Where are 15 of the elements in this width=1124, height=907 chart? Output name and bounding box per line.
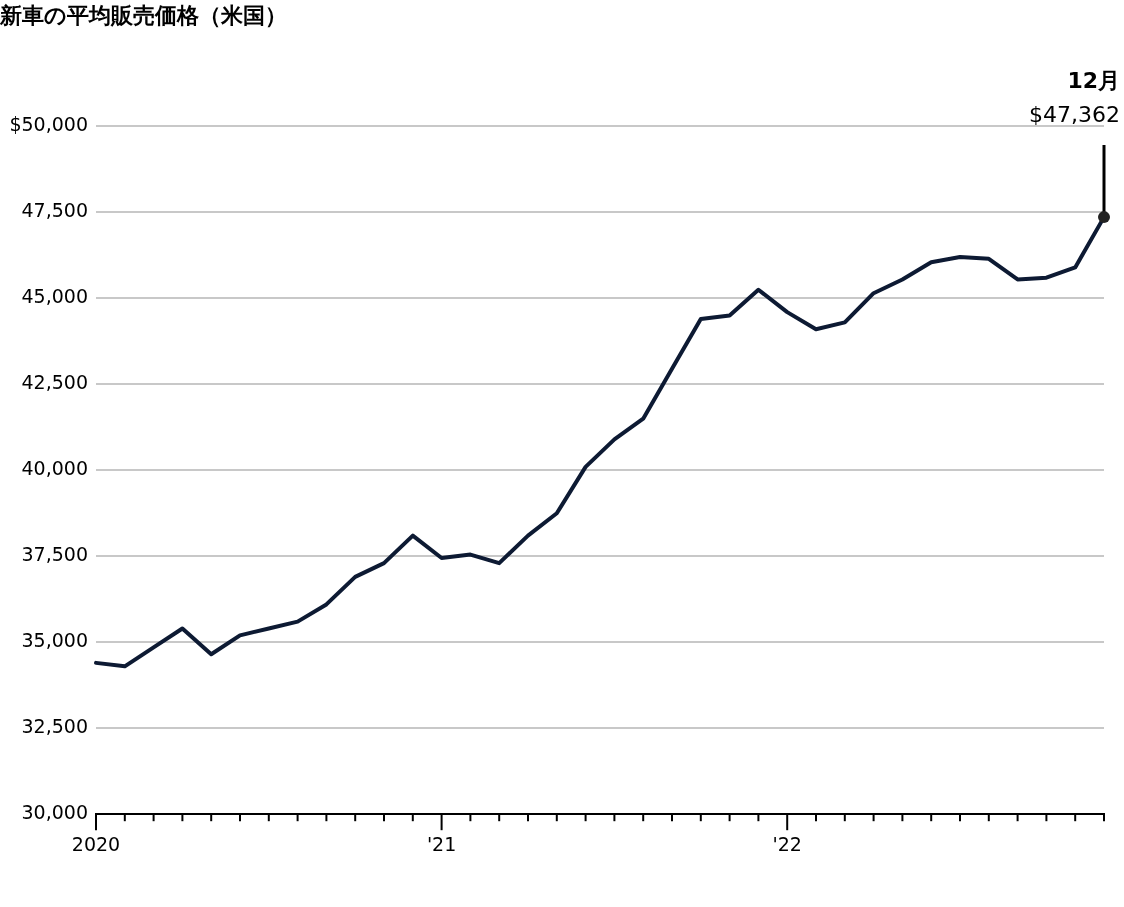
x-tick-label: 2020 <box>71 832 121 855</box>
y-tick-label: 32,500 <box>21 715 88 738</box>
y-tick-label: 37,500 <box>21 543 88 566</box>
chart-title: 新車の平均販売価格（米国） <box>0 2 287 28</box>
y-tick-label: $50,000 <box>9 113 88 136</box>
data-label: $47,362 <box>1029 102 1120 127</box>
y-tick-label: 45,000 <box>21 285 88 308</box>
y-tick-label: 47,500 <box>21 199 88 222</box>
y-tick-label: 42,500 <box>21 371 88 394</box>
y-tick-label: 30,000 <box>21 801 88 824</box>
text: 12月 <box>1067 68 1120 93</box>
y-tick-label: 40,000 <box>21 457 88 480</box>
y-tick-label: 35,000 <box>21 629 88 652</box>
x-tick-label: '21 <box>426 832 457 855</box>
x-tick-label: '22 <box>772 832 802 855</box>
